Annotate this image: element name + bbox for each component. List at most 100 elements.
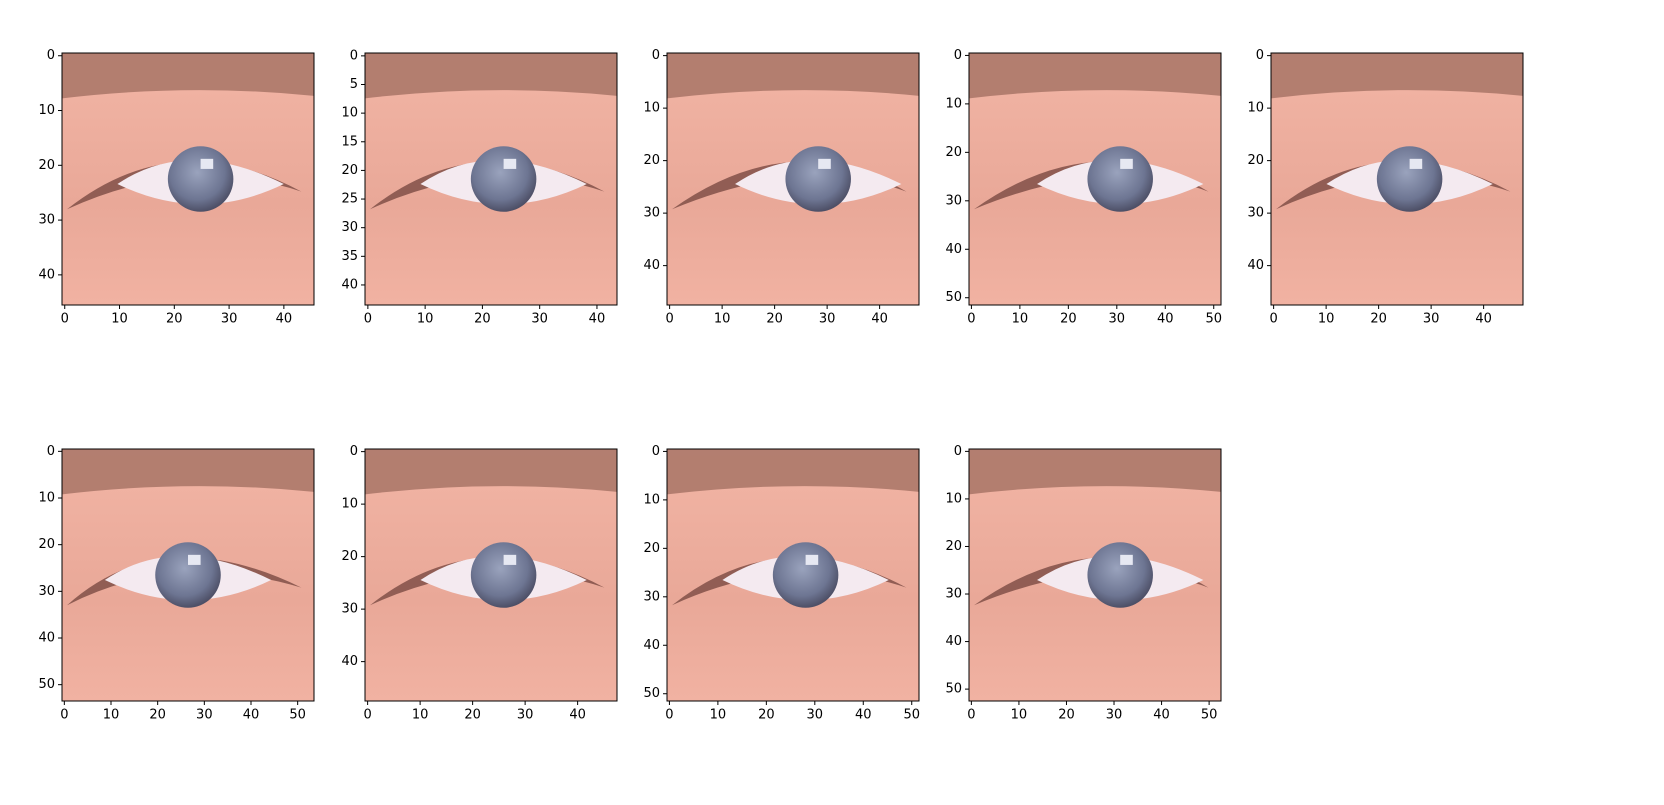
x-tick-label: 40 [243,708,260,723]
subplot: 0 10 20 30 40 50 0 10 20 30 40 50 [643,444,920,723]
highlight [188,554,201,565]
x-tick-label: 0 [967,708,975,723]
y-tick-label: 50 [945,290,962,305]
y-tick-label: 50 [38,677,55,692]
y-tick-label: 10 [643,492,660,507]
x-tick-label: 40 [589,312,606,327]
x-tick-label: 20 [1060,312,1077,327]
y-tick-label: 15 [341,134,358,149]
axes-frame [968,448,1222,702]
x-tick-label: 0 [665,312,673,327]
eyebrow [365,449,617,495]
highlight [200,158,214,169]
x-tick-label: 40 [1475,312,1492,327]
x-tick-label: 30 [517,708,534,723]
x-tick-label: 40 [276,312,293,327]
eyebrow [667,449,919,495]
eyebrow [1271,53,1523,99]
y-tick-label: 40 [1247,258,1264,273]
highlight [503,158,517,169]
x-tick-label: 10 [103,708,120,723]
x-tick-label: 40 [855,708,872,723]
x-tick-label: 10 [1012,312,1029,327]
y-tick-label: 40 [643,258,660,273]
y-tick-label: 50 [945,682,962,697]
y-tick-label: 30 [38,213,55,228]
highlight [1120,158,1133,169]
x-tick-label: 40 [569,708,586,723]
subplot: 0 10 20 30 40 0 10 20 30 40 [643,48,920,327]
y-tick-label: 0 [954,48,962,63]
x-tick-label: 10 [412,708,429,723]
x-tick-label: 20 [1058,708,1075,723]
axes-frame [364,52,618,306]
y-tick-label: 10 [1247,101,1264,116]
y-tick-label: 30 [643,206,660,221]
x-tick-label: 0 [61,312,69,327]
y-tick-label: 30 [341,220,358,235]
x-tick-label: 30 [1109,312,1126,327]
y-tick-label: 10 [38,103,55,118]
y-tick-label: 0 [652,444,660,459]
subplot: 0 10 20 30 40 50 0 10 20 30 40 50 [945,444,1222,723]
x-tick-label: 0 [967,312,975,327]
x-tick-label: 50 [289,708,306,723]
axes-frame [61,52,315,306]
y-tick-label: 25 [341,192,358,207]
x-tick-label: 10 [710,708,727,723]
y-tick-label: 10 [945,491,962,506]
x-tick-label: 50 [1201,708,1218,723]
iris [167,146,234,212]
x-tick-label: 30 [531,312,548,327]
x-tick-label: 30 [1423,312,1440,327]
subplot: 0 10 20 30 40 0 10 20 30 40 [341,444,618,723]
x-tick-label: 0 [364,312,372,327]
axes-frame [364,448,618,702]
y-tick-label: 20 [643,541,660,556]
x-tick-label: 20 [149,708,166,723]
x-tick-label: 50 [903,708,920,723]
eyebrow [667,53,919,99]
y-tick-label: 40 [38,267,55,282]
iris [1087,542,1153,608]
y-tick-label: 10 [341,106,358,121]
subplot: 0 10 20 30 40 0 5 10 15 20 25 30 35 40 [341,48,618,327]
y-tick-label: 10 [643,101,660,116]
y-tick-label: 20 [945,145,962,160]
y-tick-label: 35 [341,249,358,264]
axes-frame [666,448,920,702]
y-tick-label: 40 [341,277,358,292]
x-tick-label: 20 [166,312,183,327]
x-tick-label: 0 [60,708,68,723]
subplot: 0 10 20 30 40 0 10 20 30 40 [1247,48,1524,327]
y-tick-label: 0 [47,48,55,63]
y-tick-label: 0 [350,48,358,63]
y-tick-label: 20 [945,539,962,554]
x-tick-label: 50 [1205,312,1222,327]
y-tick-label: 20 [38,537,55,552]
y-tick-label: 20 [38,158,55,173]
x-tick-label: 10 [417,312,434,327]
x-tick-label: 10 [1011,708,1028,723]
y-tick-label: 20 [341,549,358,564]
highlight [1120,554,1133,565]
axes-frame [968,52,1222,306]
y-tick-label: 10 [38,491,55,506]
y-tick-label: 30 [1247,206,1264,221]
eyebrow [365,53,617,99]
iris [155,542,221,608]
axes-frame [1270,52,1524,306]
y-tick-label: 20 [1247,153,1264,168]
y-tick-label: 40 [643,638,660,653]
x-tick-label: 20 [766,312,783,327]
iris [785,146,851,212]
x-tick-label: 20 [464,708,481,723]
y-tick-label: 0 [47,444,55,459]
y-tick-label: 0 [350,444,358,459]
y-tick-label: 5 [350,77,358,92]
y-tick-label: 30 [341,602,358,617]
x-tick-label: 30 [196,708,213,723]
highlight [503,554,517,565]
x-tick-label: 10 [714,312,731,327]
